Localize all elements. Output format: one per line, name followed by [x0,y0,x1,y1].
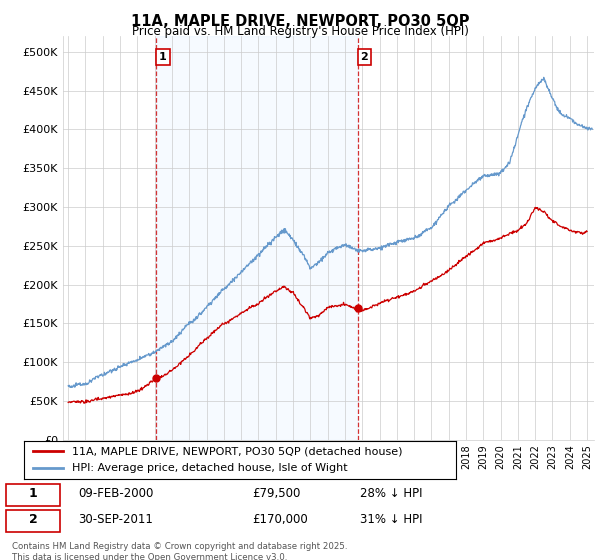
Text: 11A, MAPLE DRIVE, NEWPORT, PO30 5QP (detached house): 11A, MAPLE DRIVE, NEWPORT, PO30 5QP (det… [71,446,402,456]
Text: 2: 2 [361,52,368,62]
Text: 1: 1 [159,52,167,62]
Text: 2: 2 [29,513,37,526]
Text: 11A, MAPLE DRIVE, NEWPORT, PO30 5QP: 11A, MAPLE DRIVE, NEWPORT, PO30 5QP [131,14,469,29]
Text: Price paid vs. HM Land Registry's House Price Index (HPI): Price paid vs. HM Land Registry's House … [131,25,469,38]
Text: £79,500: £79,500 [252,487,301,500]
FancyBboxPatch shape [6,484,60,506]
Text: £170,000: £170,000 [252,513,308,526]
Text: 28% ↓ HPI: 28% ↓ HPI [360,487,422,500]
Text: HPI: Average price, detached house, Isle of Wight: HPI: Average price, detached house, Isle… [71,463,347,473]
Bar [157,36,358,440]
Text: 1: 1 [29,487,37,500]
FancyBboxPatch shape [6,510,60,531]
Text: 30-SEP-2011: 30-SEP-2011 [78,513,153,526]
Text: 31% ↓ HPI: 31% ↓ HPI [360,513,422,526]
Text: 09-FEB-2000: 09-FEB-2000 [78,487,154,500]
Text: Contains HM Land Registry data © Crown copyright and database right 2025.
This d: Contains HM Land Registry data © Crown c… [12,542,347,560]
